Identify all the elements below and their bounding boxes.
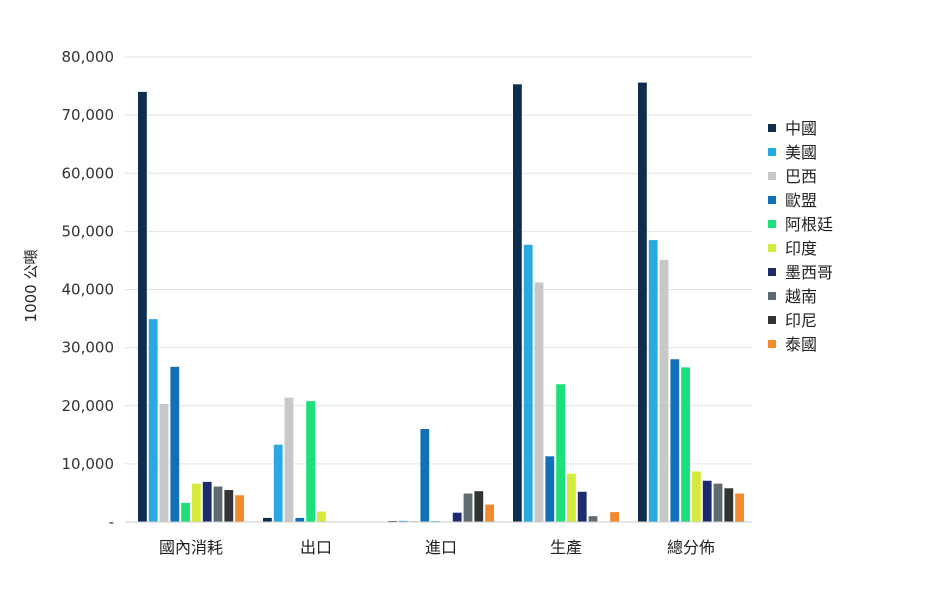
bar-10-1: [235, 495, 244, 522]
y-axis-ticks: - 10,000 20,000 30,000 40,000 50,000 60,000 70,…: [62, 48, 115, 531]
bar-1-2: [263, 517, 272, 522]
y-tick-label: 70,000: [62, 106, 115, 124]
bar-8-4: [588, 516, 598, 522]
bar-9-3: [474, 491, 484, 522]
x-category-label: 出口: [300, 538, 332, 557]
legend-swatch: [768, 172, 776, 180]
bar-4-2: [295, 517, 305, 522]
bar-4-1: [170, 366, 180, 522]
y-tick-label: 20,000: [62, 397, 115, 415]
bar-2-3: [398, 520, 408, 522]
legend-label: 印度: [785, 239, 817, 258]
legend-label: 泰國: [785, 335, 817, 354]
bar-6-5: [692, 471, 701, 522]
bar-4-5: [670, 359, 680, 522]
bar-2-4: [523, 244, 533, 522]
y-tick-label: 50,000: [62, 222, 115, 240]
legend-swatch: [768, 124, 776, 132]
legend-item: 越南: [768, 287, 817, 306]
bars: [138, 82, 744, 522]
legend-label: 印尼: [785, 311, 817, 330]
bar-2-2: [273, 444, 283, 522]
x-category-label: 進口: [425, 538, 457, 557]
legend-swatch: [768, 244, 776, 252]
legend-swatch: [768, 196, 776, 204]
bar-9-5: [724, 488, 734, 522]
x-category-label: 總分佈: [667, 538, 715, 557]
y-tick-label: 60,000: [62, 164, 115, 182]
legend-swatch: [768, 148, 776, 156]
y-tick-label: 80,000: [62, 48, 115, 66]
bar-6-1: [192, 483, 201, 522]
bar-10-5: [735, 493, 744, 522]
bar-7-1: [202, 481, 212, 522]
bar-1-1: [138, 91, 147, 522]
y-tick-label: 30,000: [62, 339, 115, 357]
bar-7-4: [577, 491, 587, 522]
y-tick-label: -: [109, 513, 114, 531]
legend-swatch: [768, 316, 776, 324]
bar-8-3: [463, 493, 473, 522]
legend-item: 巴西: [768, 167, 817, 186]
bar-6-2: [317, 511, 326, 522]
legend-label: 越南: [785, 287, 817, 306]
bar-8-5: [713, 483, 723, 522]
legend-item: 美國: [768, 143, 817, 162]
bar-2-5: [648, 240, 658, 522]
bar-5-4: [556, 384, 565, 522]
x-axis-categories: 國內消耗 出口 進口 生產 總分佈: [159, 538, 715, 557]
legend-swatch: [768, 268, 776, 276]
bar-6-4: [567, 473, 576, 522]
legend-swatch: [768, 220, 776, 228]
bar-10-3: [485, 504, 494, 522]
bar-5-5: [681, 367, 690, 522]
bar-4-3: [420, 429, 430, 522]
legend-item: 阿根廷: [768, 215, 833, 234]
bar-7-3: [452, 512, 462, 522]
bar-3-4: [534, 282, 544, 522]
gridlines: [125, 56, 752, 465]
legend-label: 墨西哥: [785, 263, 833, 282]
legend-item: 墨西哥: [768, 263, 833, 282]
bar-2-1: [148, 319, 158, 522]
bar-4-4: [545, 456, 555, 522]
legend-item: 泰國: [768, 335, 817, 354]
legend-label: 阿根廷: [785, 215, 833, 234]
legend-swatch: [768, 292, 776, 300]
legend-label: 巴西: [785, 167, 817, 186]
legend-label: 歐盟: [785, 191, 817, 210]
bar-1-5: [638, 82, 647, 522]
bar-8-1: [213, 486, 223, 522]
x-category-label: 生產: [550, 538, 582, 557]
x-category-label: 國內消耗: [159, 538, 223, 557]
legend-swatch: [768, 340, 776, 348]
y-tick-label: 40,000: [62, 281, 115, 299]
bar-3-1: [159, 404, 169, 522]
bar-1-4: [513, 84, 522, 522]
bar-10-4: [610, 512, 619, 522]
bar-7-5: [702, 480, 712, 522]
bar-3-2: [284, 397, 294, 522]
bar-9-1: [224, 490, 234, 522]
legend-item: 印度: [768, 239, 817, 258]
y-axis-title: 1000 公噸: [22, 250, 40, 323]
legend-item: 印尼: [768, 311, 817, 330]
legend-item: 歐盟: [768, 191, 817, 210]
bar-3-5: [659, 259, 669, 522]
y-tick-label: 10,000: [62, 455, 115, 473]
bar-5-1: [181, 502, 190, 522]
legend-label: 美國: [785, 143, 817, 162]
legend-item: 中國: [768, 119, 817, 138]
bar-5-2: [306, 401, 315, 522]
legend-label: 中國: [785, 119, 817, 138]
